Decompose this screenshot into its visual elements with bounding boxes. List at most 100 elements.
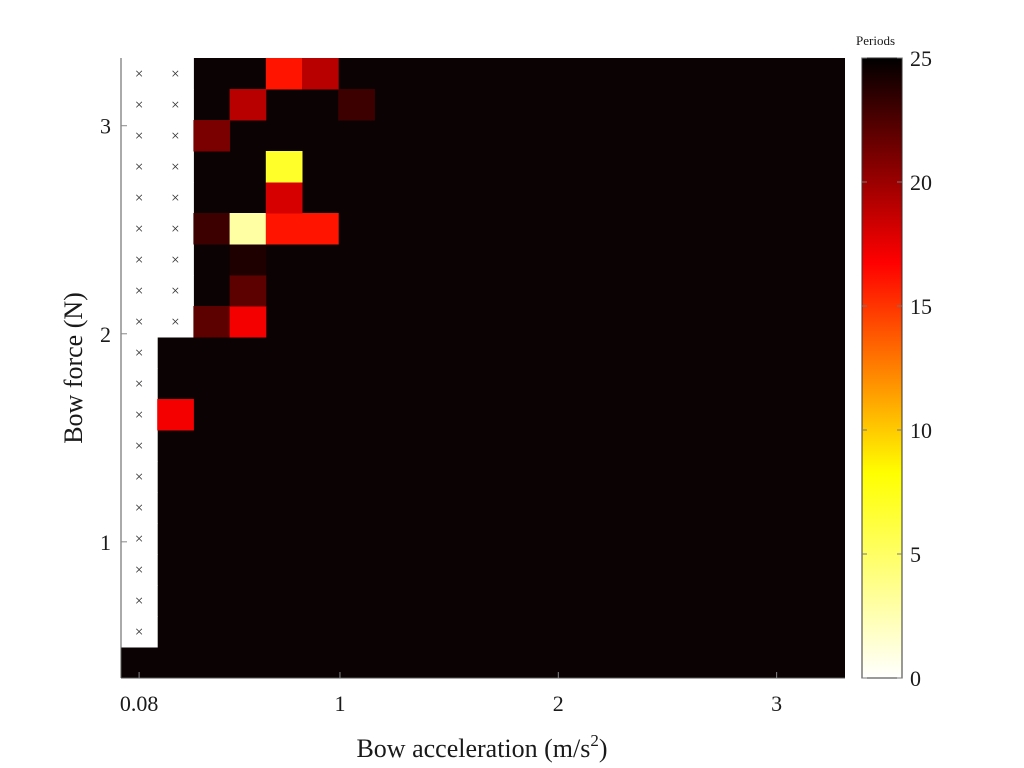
x-axis-label-main: Bow acceleration (m/s — [356, 734, 590, 763]
undefined-marker: × — [135, 315, 143, 331]
undefined-marker: × — [135, 594, 143, 610]
colorbar-ticks: 0 5 10 15 20 25 — [862, 46, 932, 691]
colorbar-gradient — [861, 57, 903, 679]
heatmap-cell — [265, 58, 303, 90]
heatmap-cell — [265, 213, 303, 245]
undefined-marker: × — [171, 67, 179, 83]
undefined-cell — [121, 399, 158, 431]
undefined-cell — [121, 244, 158, 276]
undefined-cell — [121, 585, 158, 617]
plot-background — [121, 58, 845, 678]
undefined-marker: × — [135, 501, 143, 517]
plot-area: × × × × × × × × × × × × × × × × × × × × × × × × × × × × — [121, 58, 845, 678]
undefined-marker: × — [135, 408, 143, 424]
undefined-marker: × — [135, 346, 143, 362]
undefined-cell — [121, 120, 158, 152]
y-axis-label: Bow force (N) — [59, 292, 88, 444]
colorbar-tick-label: 10 — [910, 418, 932, 443]
colorbar: Periods 0 5 10 15 20 25 — [856, 33, 932, 691]
heatmap-cell — [229, 275, 267, 307]
undefined-marker: × — [135, 98, 143, 114]
y-tick-label: 1 — [100, 530, 111, 555]
heatmap-cell — [338, 89, 375, 121]
heatmap-cells — [157, 58, 375, 431]
undefined-cell — [121, 275, 158, 307]
undefined-marker: × — [135, 129, 143, 145]
undefined-cell — [157, 182, 194, 214]
undefined-marker: × — [135, 191, 143, 207]
undefined-cell — [157, 58, 194, 90]
x-tick-label: 3 — [771, 691, 782, 716]
colorbar-title: Periods — [856, 33, 895, 48]
undefined-markers: × × × × × × × × × × × × × × × × × × × × × × × × × × × × — [135, 67, 180, 641]
undefined-cell — [121, 306, 158, 338]
undefined-cell — [121, 182, 158, 214]
heatmap-cell — [229, 213, 267, 245]
undefined-marker: × — [135, 222, 143, 238]
heatmap-cell — [193, 120, 231, 152]
heatmap-cell — [157, 399, 194, 431]
undefined-marker: × — [135, 253, 143, 269]
x-axis: 0.08 1 2 3 — [120, 672, 845, 716]
undefined-marker: × — [135, 470, 143, 486]
undefined-cell — [121, 89, 158, 121]
y-axis: 1 2 3 — [100, 58, 127, 678]
colorbar-tick-label: 0 — [910, 666, 921, 691]
undefined-cell — [121, 213, 158, 245]
undefined-cell — [157, 213, 194, 245]
undefined-marker: × — [171, 284, 179, 300]
x-axis-label: Bow acceleration (m/s2) — [356, 731, 607, 763]
undefined-cell — [157, 306, 194, 338]
heatmap-cell — [302, 213, 339, 245]
heatmap-cell — [229, 89, 267, 121]
undefined-cell — [157, 120, 194, 152]
undefined-cell — [121, 492, 158, 524]
undefined-marker: × — [171, 253, 179, 269]
x-tick-label: 1 — [334, 691, 345, 716]
undefined-marker: × — [135, 284, 143, 300]
colorbar-tick-label: 25 — [910, 46, 932, 71]
undefined-cell — [121, 461, 158, 493]
undefined-marker: × — [135, 67, 143, 83]
undefined-marker: × — [171, 98, 179, 114]
x-axis-label-close: ) — [599, 734, 608, 763]
colorbar-tick-label: 20 — [910, 170, 932, 195]
heatmap-cell — [302, 58, 339, 90]
undefined-cell — [121, 616, 158, 648]
undefined-cell — [157, 244, 194, 276]
undefined-cell — [157, 275, 194, 307]
x-tick-label: 2 — [553, 691, 564, 716]
undefined-marker: × — [135, 160, 143, 176]
undefined-marker: × — [135, 563, 143, 579]
y-tick-label: 2 — [100, 322, 111, 347]
undefined-cell — [157, 89, 194, 121]
x-axis-label-superscript: 2 — [590, 731, 599, 750]
undefined-cell — [121, 337, 158, 369]
undefined-marker: × — [135, 439, 143, 455]
heatmap-cell — [229, 306, 267, 338]
undefined-marker: × — [171, 315, 179, 331]
colorbar-tick-label: 15 — [910, 294, 932, 319]
undefined-cell — [121, 554, 158, 586]
heatmap-cell — [193, 213, 231, 245]
undefined-marker: × — [171, 222, 179, 238]
undefined-cell — [121, 58, 158, 90]
undefined-marker: × — [171, 160, 179, 176]
undefined-cell — [121, 151, 158, 183]
y-tick-label: 3 — [100, 114, 111, 139]
undefined-marker: × — [135, 532, 143, 548]
undefined-marker: × — [171, 129, 179, 145]
undefined-region — [121, 58, 194, 648]
colorbar-tick-label: 5 — [910, 542, 921, 567]
undefined-cell — [121, 430, 158, 462]
undefined-cell — [121, 368, 158, 400]
undefined-marker: × — [135, 625, 143, 641]
x-tick-label: 0.08 — [120, 691, 159, 716]
undefined-marker: × — [135, 377, 143, 393]
heatmap-cell — [265, 151, 303, 183]
undefined-cell — [121, 523, 158, 555]
undefined-cell — [157, 151, 194, 183]
heatmap-cell — [193, 306, 231, 338]
undefined-marker: × — [171, 191, 179, 207]
